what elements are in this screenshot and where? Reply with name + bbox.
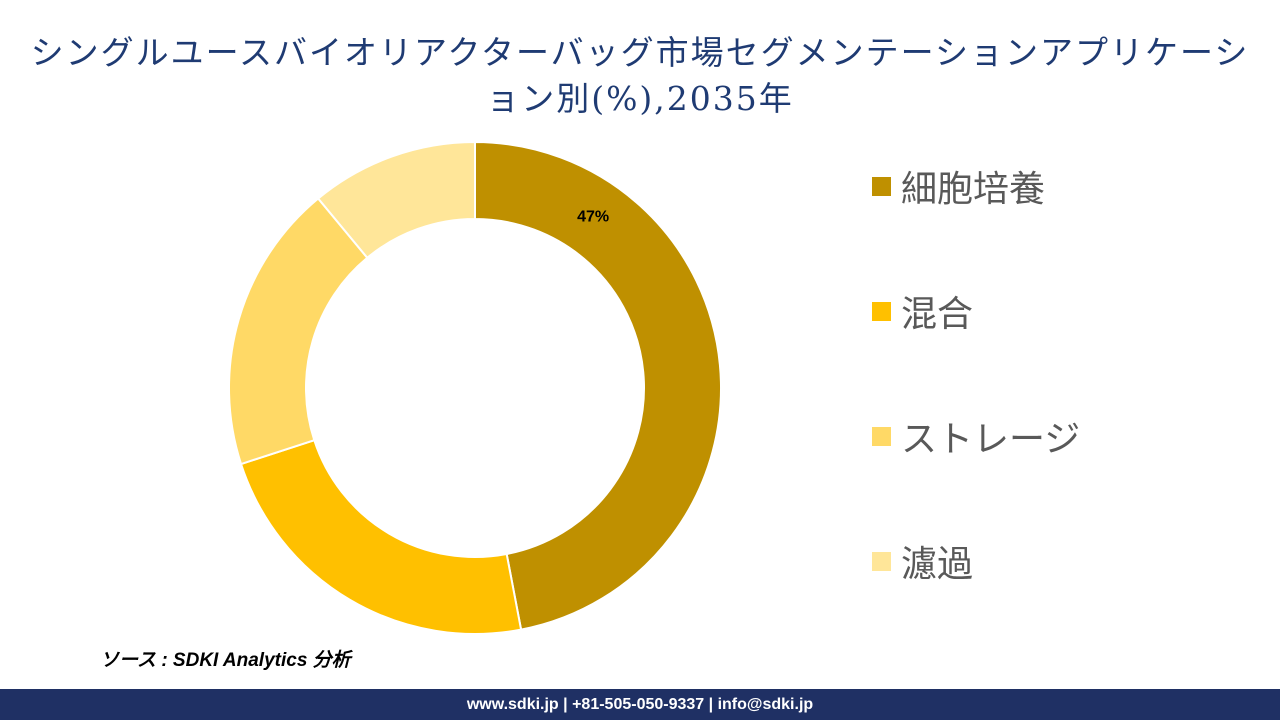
legend-swatch-cell-culture — [872, 176, 891, 196]
footer-separator: | — [704, 696, 718, 713]
footer-website[interactable]: www.sdki.jp — [466, 696, 559, 713]
source-note: ソース : SDKI Analytics 分析 — [100, 650, 351, 671]
legend-item-filtration: 濾過 — [872, 535, 973, 587]
donut-slice-mixing — [239, 438, 523, 635]
legend-item-storage: ストレージ — [872, 410, 1080, 462]
chart-title: シングルユースバイオリアクターバッグ市場セグメンテーションアプリケーション別(%… — [30, 33, 1250, 118]
footer-phone[interactable]: +81-505-050-9337 — [572, 696, 705, 713]
legend-swatch-mixing — [872, 301, 891, 321]
legend-swatch-filtration — [872, 551, 891, 571]
footer-email[interactable]: info@sdki.jp — [717, 696, 814, 713]
legend-label-mixing: 混合 — [901, 294, 974, 335]
footer-bar: www.sdki.jp | +81-505-050-9337 | info@sd… — [0, 689, 1280, 720]
footer-separator: | — [558, 696, 573, 713]
legend-item-mixing: 混合 — [872, 285, 973, 337]
legend-swatch-storage — [872, 426, 891, 446]
legend-label-cell-culture: 細胞培養 — [901, 169, 1046, 210]
legend-label-storage: ストレージ — [901, 419, 1081, 460]
legend-label-filtration: 濾過 — [901, 544, 974, 585]
donut-slice-cell-culture — [474, 140, 722, 631]
legend-item-cell-culture: 細胞培養 — [872, 160, 1045, 212]
donut-slice-filtration — [316, 140, 476, 260]
data-label-cell-culture: 47% — [577, 209, 609, 226]
donut-slice-storage — [228, 197, 369, 466]
